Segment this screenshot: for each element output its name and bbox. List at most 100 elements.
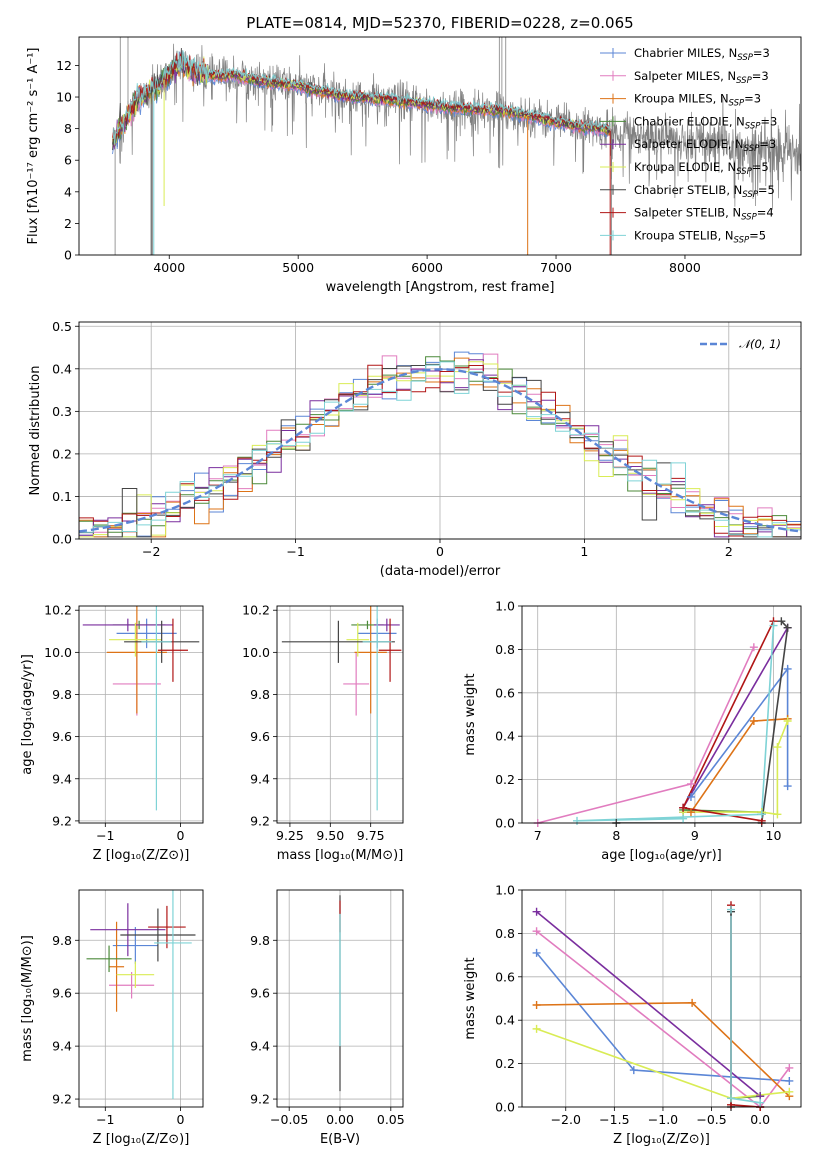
y-axis-label: Flux [fλ10⁻¹⁷ erg cm⁻² s⁻¹ A⁻¹] xyxy=(26,48,41,245)
x-tick-label: 9.75 xyxy=(357,828,385,843)
x-tick-label: −0.5 xyxy=(696,1112,726,1127)
x-tick-label: 9.25 xyxy=(276,828,304,843)
legend-label: Salpeter MILES, NSSP=3 xyxy=(634,69,769,86)
panel-spectrum: 4000 5000 6000 7000 8000 0 2 4 6 8 10 12 wavelength … xyxy=(26,14,802,295)
y-tick-label: 0 xyxy=(64,248,72,263)
weight-line-kroupa-stelib xyxy=(576,625,775,822)
x-tick-label: 0.0 xyxy=(750,1112,770,1127)
y-tick-label: 9.8 xyxy=(52,933,72,948)
x-tick-label: 0.05 xyxy=(377,1112,405,1127)
gauss-curve xyxy=(79,368,801,533)
panel-age-vs-Z: −1 0 9.2 9.4 9.6 9.8 10.0 10.2 Z [log₁₀(Z/Z⊙)] ag… xyxy=(20,603,204,863)
weight-line-chabrier-stelib xyxy=(616,620,789,823)
y-tick-label: 10.0 xyxy=(44,645,72,660)
y-tick-label: 9.8 xyxy=(250,687,270,702)
weight-marker xyxy=(756,1098,765,1107)
x-tick-label: 6000 xyxy=(411,260,443,275)
y-tick-label: 0.2 xyxy=(495,1056,515,1071)
y-tick-label: 9.2 xyxy=(52,1092,72,1107)
errorbar-point xyxy=(116,618,177,649)
legend: Chabrier MILES, NSSP=3 Salpeter MILES, NS… xyxy=(600,46,777,245)
legend-label: Kroupa MILES, NSSP=3 xyxy=(634,92,761,109)
weight-marker xyxy=(727,905,736,914)
weight-marker xyxy=(783,782,792,791)
x-tick-label: 1 xyxy=(580,544,588,559)
x-axis-label: wavelength [Angstrom, rest frame] xyxy=(326,280,555,295)
model-kroupa-stelib xyxy=(112,50,611,145)
x-axis-label: mass [log₁₀(M/M⊙)] xyxy=(277,848,404,863)
axes-frame xyxy=(521,605,802,824)
y-axis-label: mass weight xyxy=(463,957,478,1039)
errorbar-point xyxy=(109,972,155,999)
errorbar-point xyxy=(106,606,167,714)
x-axis-label: (data-model)/error xyxy=(380,564,501,579)
x-tick-label: 0 xyxy=(176,828,184,843)
x-axis-label: Z [log₁₀(Z/Z⊙)] xyxy=(93,848,190,863)
x-tick-label: 2 xyxy=(725,544,733,559)
errorbar-point xyxy=(120,908,196,962)
y-tick-label: 0.8 xyxy=(495,926,515,941)
y-tick-label: 0.0 xyxy=(52,532,72,547)
x-tick-label: 0 xyxy=(436,544,444,559)
y-tick-label: 0.0 xyxy=(495,1100,515,1115)
model-salpeter-stelib xyxy=(112,53,611,141)
y-tick-label: 9.2 xyxy=(52,813,72,828)
weight-marker xyxy=(686,792,695,801)
y-axis-label: age [log₁₀(age/yr)] xyxy=(20,654,35,775)
axes-frame xyxy=(78,321,802,540)
axes-frame xyxy=(78,36,802,256)
weight-marker xyxy=(573,816,582,825)
y-tick-label: 0.8 xyxy=(495,642,515,657)
y-tick-label: 0.4 xyxy=(52,361,72,376)
weight-marker xyxy=(777,617,786,626)
y-tick-label: 0.6 xyxy=(495,969,515,984)
weight-marker xyxy=(769,621,778,630)
chart-title: PLATE=0814, MJD=52370, FIBERID=0228, z=0… xyxy=(246,14,633,32)
x-tick-label: −1 xyxy=(96,1112,114,1127)
y-tick-label: 0.0 xyxy=(495,816,515,831)
x-tick-label: 7000 xyxy=(540,260,572,275)
y-axis-label: Normed distribution xyxy=(28,366,43,496)
y-tick-label: 6 xyxy=(64,153,72,168)
x-axis-label: Z [log₁₀(Z/Z⊙)] xyxy=(613,1132,710,1147)
weight-marker xyxy=(757,810,766,819)
y-axis-label: mass weight xyxy=(463,673,478,755)
plot-area xyxy=(537,620,789,823)
weight-marker xyxy=(785,1076,794,1085)
x-tick-label: −0.05 xyxy=(270,1112,308,1127)
y-tick-label: 9.6 xyxy=(250,729,270,744)
weight-marker xyxy=(773,810,782,819)
weight-line-kroupa-stelib xyxy=(730,909,761,1104)
errorbar-point xyxy=(116,961,155,988)
weight-marker xyxy=(686,808,695,817)
y-tick-label: 9.2 xyxy=(250,813,270,828)
weight-marker xyxy=(783,664,792,673)
y-tick-label: 9.4 xyxy=(250,771,270,786)
weight-line-salpeter-miles xyxy=(536,930,790,1107)
y-tick-label: 10.2 xyxy=(44,603,72,618)
weight-marker xyxy=(532,948,541,957)
errorbar-point xyxy=(354,606,387,714)
legend-label: Chabrier ELODIE, NSSP=3 xyxy=(634,114,777,131)
weight-marker xyxy=(532,1024,541,1033)
x-tick-label: 0 xyxy=(176,1112,184,1127)
x-tick-label: −1 xyxy=(96,828,114,843)
panel-weight-vs-Z: −2.0 −1.5 −1.0 −0.5 0.0 0.0 0.2 0.4 0.6 0.8 1.0 Z [… xyxy=(463,883,802,1147)
x-tick-label: 10 xyxy=(766,828,782,843)
legend-label: Kroupa ELODIE, NSSP=5 xyxy=(634,160,769,177)
weight-marker xyxy=(629,1066,638,1075)
y-tick-label: 1.0 xyxy=(495,883,515,898)
x-tick-label: 0.00 xyxy=(326,1112,354,1127)
panel-weight-vs-age: 7 8 9 10 0.0 0.2 0.4 0.6 0.8 1.0 age [log₁₀(age/yr… xyxy=(463,599,802,863)
panel-mass-vs-Z: −1 0 9.2 9.4 9.6 9.8 Z [log₁₀(Z/Z⊙)] mass [log₁… xyxy=(20,889,204,1147)
y-tick-label: 9.6 xyxy=(52,986,72,1001)
weight-line-salpeter-elodie xyxy=(536,911,761,1097)
plot-area xyxy=(281,606,402,811)
errorbar-point xyxy=(112,927,158,965)
errorbar-point xyxy=(343,652,370,716)
axes-frame xyxy=(276,889,404,1108)
x-axis-label: age [log₁₀(age/yr)] xyxy=(601,848,722,863)
y-tick-label: 1.0 xyxy=(495,599,515,614)
weight-marker xyxy=(785,1063,794,1072)
y-tick-label: 4 xyxy=(64,184,72,199)
